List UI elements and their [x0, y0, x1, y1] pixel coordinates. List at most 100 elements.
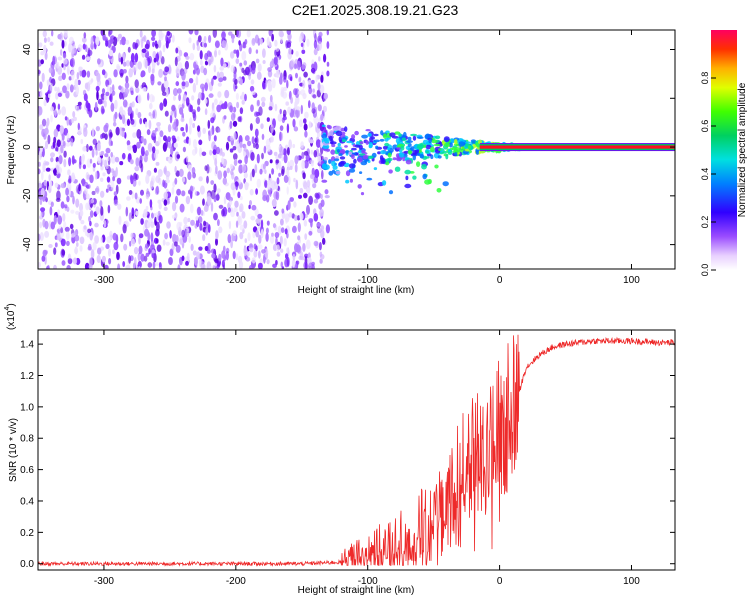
noise-blob: [221, 208, 225, 217]
scale-label-end: ): [6, 303, 17, 306]
noise-blob: [60, 227, 64, 234]
noise-blob: [326, 41, 330, 49]
noise-blob: [233, 131, 237, 141]
noise-blob: [276, 177, 280, 185]
signal-blob: [406, 140, 413, 144]
noise-blob: [95, 126, 100, 132]
noise-blob: [254, 137, 258, 143]
noise-blob: [122, 114, 126, 125]
noise-blob: [303, 181, 308, 190]
noise-blob: [228, 31, 233, 36]
noise-blob: [146, 221, 151, 229]
noise-blob: [262, 189, 268, 199]
noise-blob: [165, 138, 169, 149]
noise-blob: [83, 225, 87, 230]
signal-blob: [387, 152, 392, 158]
noise-blob: [318, 242, 322, 251]
signal-blob: [402, 156, 406, 162]
noise-blob: [63, 30, 68, 38]
noise-blob: [43, 44, 47, 54]
noise-blob: [121, 36, 126, 46]
noise-blob: [239, 78, 243, 86]
noise-blob: [292, 253, 296, 261]
y-tick-label: 0.0: [20, 559, 34, 570]
noise-blob: [160, 33, 165, 38]
noise-blob: [192, 250, 197, 256]
noise-blob: [79, 104, 82, 110]
noise-blob: [179, 238, 183, 245]
noise-blob: [50, 221, 56, 230]
noise-blob: [227, 234, 232, 244]
noise-blob: [106, 236, 112, 244]
noise-blob: [244, 238, 248, 244]
noise-blob: [239, 196, 243, 201]
noise-blob: [178, 49, 183, 57]
noise-blob: [267, 144, 271, 152]
noise-blob: [145, 252, 150, 257]
signal-blob: [328, 170, 334, 176]
noise-blob: [156, 262, 159, 267]
noise-blob: [91, 127, 95, 138]
noise-blob: [268, 106, 273, 111]
noise-blob: [181, 255, 185, 262]
noise-blob: [108, 30, 113, 35]
noise-blob: [280, 36, 283, 44]
noise-blob: [61, 260, 66, 266]
noise-blob: [208, 93, 214, 98]
noise-blob: [153, 167, 157, 173]
noise-blob: [186, 252, 190, 261]
noise-blob: [285, 101, 290, 106]
noise-blob: [165, 40, 169, 49]
noise-blob: [101, 88, 106, 94]
signal-blob: [445, 154, 449, 160]
noise-blob: [251, 168, 255, 178]
noise-blob: [39, 81, 43, 90]
noise-blob: [202, 234, 206, 242]
noise-blob: [267, 70, 273, 78]
noise-blob: [79, 69, 83, 77]
noise-blob: [190, 219, 195, 226]
noise-blob: [199, 59, 203, 66]
noise-blob: [151, 36, 156, 41]
noise-blob: [277, 225, 282, 235]
signal-blob: [341, 139, 347, 143]
colorbar-tick-label: 0.4: [700, 168, 710, 181]
noise-blob: [133, 246, 139, 255]
noise-blob: [212, 149, 217, 156]
noise-blob: [296, 155, 300, 162]
noise-blob: [73, 116, 77, 122]
noise-blob: [316, 222, 322, 227]
noise-blob: [191, 95, 195, 101]
noise-blob: [271, 232, 274, 237]
noise-blob: [134, 166, 140, 172]
noise-blob: [44, 140, 49, 150]
colorbar: 0.0 0.2 0.4 0.6 0.8 Normalized spectral ampl…: [700, 30, 748, 276]
noise-blob: [141, 36, 146, 42]
signal-blob: [475, 149, 480, 155]
noise-blob: [304, 233, 308, 241]
noise-blob: [239, 231, 244, 240]
noise-blob: [122, 223, 127, 234]
noise-blob: [214, 158, 218, 167]
signal-blob: [387, 147, 391, 151]
noise-blob: [292, 143, 296, 149]
noise-blob: [163, 79, 169, 89]
noise-blob: [38, 168, 41, 175]
noise-blob: [265, 232, 269, 242]
noise-blob: [167, 136, 171, 143]
noise-blob: [91, 190, 96, 196]
noise-blob: [51, 30, 54, 37]
noise-blob: [90, 36, 94, 46]
noise-blob: [230, 34, 235, 40]
noise-blob: [267, 67, 272, 72]
signal-blob: [389, 132, 396, 137]
noise-blob: [319, 251, 323, 257]
noise-blob: [213, 196, 217, 203]
noise-blob: [256, 217, 261, 226]
noise-blob: [235, 253, 239, 261]
noise-blob: [80, 219, 85, 225]
signal-blob: [407, 150, 413, 155]
signal-blob: [447, 148, 452, 153]
noise-blob: [81, 37, 87, 43]
